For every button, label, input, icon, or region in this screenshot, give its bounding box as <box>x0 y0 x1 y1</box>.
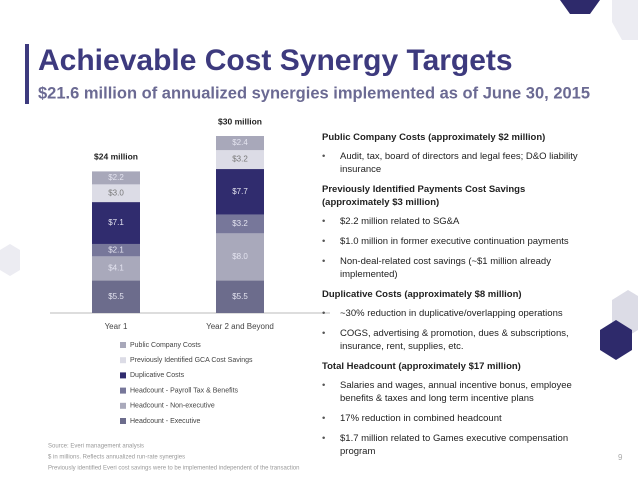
data-label: $8.0 <box>232 252 248 261</box>
bar-segment <box>216 169 264 215</box>
legend-label: Headcount - Executive <box>130 418 201 425</box>
data-label: $5.5 <box>232 292 248 301</box>
data-label: $3.0 <box>108 188 124 197</box>
footnote: Source: Everi management analysis <box>48 444 144 450</box>
bullet: $1.0 million in former executive continu… <box>322 235 592 248</box>
bar-segment <box>92 243 140 257</box>
bar-segment <box>216 150 264 170</box>
footnote: Previously identified Everi cost savings… <box>48 466 299 472</box>
data-label: $4.1 <box>108 264 124 273</box>
legend-label: Previously Identified GCA Cost Savings <box>130 357 253 364</box>
data-label: $5.5 <box>108 292 124 301</box>
bar-segment <box>216 233 264 281</box>
bullet: 17% reduction in combined headcount <box>322 412 592 425</box>
hexagon <box>560 0 600 14</box>
page-number: 9 <box>618 453 623 462</box>
bar-segment <box>92 171 140 185</box>
legend-swatch <box>120 357 126 364</box>
bullet: Salaries and wages, annual incentive bon… <box>322 379 592 405</box>
legend-label: Headcount - Non-executive <box>130 403 215 410</box>
bullet: Non-deal-related cost savings (~$1 milli… <box>322 255 592 281</box>
legend-swatch <box>120 342 126 348</box>
bar-segment <box>92 202 140 244</box>
data-label: $3.2 <box>232 219 248 228</box>
section-heading: Duplicative Costs (approximately $8 mill… <box>322 289 522 300</box>
subtitle: $21.6 million of annualized synergies im… <box>38 84 590 102</box>
bar-segment <box>216 280 264 313</box>
legend-swatch <box>120 387 126 394</box>
bar-segment <box>216 136 264 151</box>
x-tick-label: Year 2 and Beyond <box>206 322 274 331</box>
legend-swatch <box>120 418 126 424</box>
total-annotation: $24 million <box>94 152 138 162</box>
bar-segment <box>216 214 264 234</box>
footnote: $ in millions. Reflects annualized run-r… <box>48 455 185 461</box>
section-heading: Previously Identified Payments Cost Savi… <box>322 184 526 208</box>
data-label: $2.4 <box>232 138 248 147</box>
title: Achievable Cost Synergy Targets <box>38 44 513 77</box>
data-label: $7.7 <box>232 187 248 196</box>
hexagon <box>600 320 632 360</box>
data-label: $3.2 <box>232 155 248 164</box>
bullet: $1.7 million related to Games executive … <box>322 432 592 458</box>
bullet: $2.2 million related to SG&A <box>322 215 592 228</box>
text-column: Public Company Costs (approximately $2 m… <box>322 126 592 465</box>
data-label: $2.2 <box>108 173 124 182</box>
bar-segment <box>92 280 140 313</box>
total-annotation: $30 million <box>218 116 262 126</box>
legend-swatch <box>120 372 126 379</box>
bar-segment <box>92 184 140 203</box>
data-label: $2.1 <box>108 245 124 254</box>
bullet: COGS, advertising & promotion, dues & su… <box>322 327 592 353</box>
bar-segment <box>92 256 140 281</box>
accent-bar <box>25 44 29 104</box>
hexagon <box>612 0 638 40</box>
bullet: Audit, tax, board of directors and legal… <box>322 150 592 176</box>
legend-label: Headcount - Payroll Tax & Benefits <box>130 387 239 394</box>
section-heading: Public Company Costs (approximately $2 m… <box>322 132 546 143</box>
legend-label: Public Company Costs <box>130 342 201 349</box>
bullet: ~30% reduction in duplicative/overlappin… <box>322 307 592 320</box>
section-heading: Total Headcount (approximately $17 milli… <box>322 361 521 372</box>
x-tick-label: Year 1 <box>105 322 128 331</box>
legend-label: Duplicative Costs <box>130 372 185 379</box>
hexagon <box>0 244 20 276</box>
data-label: $7.1 <box>108 218 124 227</box>
legend-swatch <box>120 402 126 409</box>
